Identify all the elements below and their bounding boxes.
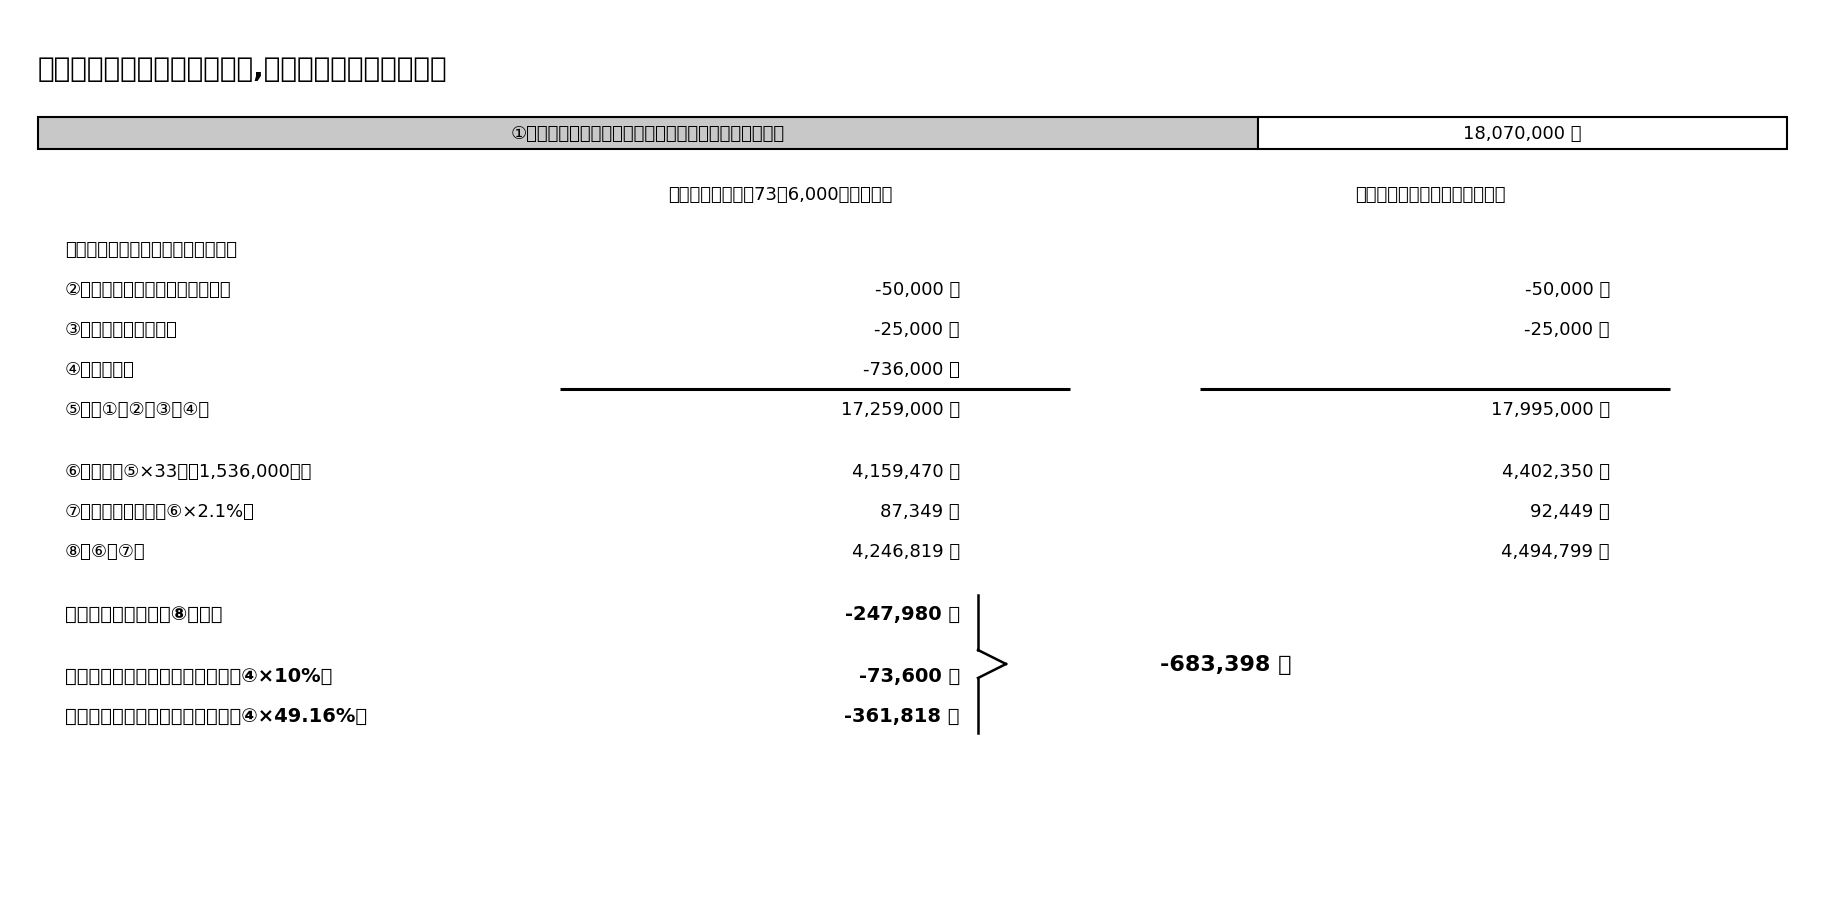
Text: ②生命保険料控除（新制度）の差: ②生命保険料控除（新制度）の差	[66, 281, 232, 299]
Text: -361,818 円: -361,818 円	[845, 706, 960, 725]
Text: 住民税からの減税（特例分）　（④×49.16%）: 住民税からの減税（特例分） （④×49.16%）	[66, 706, 367, 725]
Bar	[1257, 118, 1787, 149]
Text: 17,995,000 円: 17,995,000 円	[1491, 401, 1610, 418]
Text: ＜ふるさと納税額０円の場合＞: ＜ふるさと納税額０円の場合＞	[1354, 186, 1506, 204]
Text: ①課税総所得金額から人的控除差調整額を控除した金額: ①課税総所得金額から人的控除差調整額を控除した金額	[511, 125, 785, 143]
Text: 所得税からの減税（⑧の差）: 所得税からの減税（⑧の差）	[66, 604, 223, 623]
Text: ④寄附金控除: ④寄附金控除	[66, 361, 135, 379]
Text: 87,349 円: 87,349 円	[880, 503, 960, 520]
Text: -736,000 円: -736,000 円	[863, 361, 960, 379]
Bar	[38, 118, 1257, 149]
Text: 4,494,799 円: 4,494,799 円	[1502, 542, 1610, 560]
Text: 【所得税計算上の課税総所得金額】: 【所得税計算上の課税総所得金額】	[66, 241, 237, 259]
Text: 17,259,000 円: 17,259,000 円	[841, 401, 960, 418]
Text: ⑦復興特別所得税（⑥×2.1%）: ⑦復興特別所得税（⑥×2.1%）	[66, 503, 256, 520]
Text: -25,000 円: -25,000 円	[874, 321, 960, 339]
Text: 住民税からの減税（一般分）　（④×10%）: 住民税からの減税（一般分） （④×10%）	[66, 666, 332, 685]
Text: 92,449 円: 92,449 円	[1529, 503, 1610, 520]
Text: ⑤（＝①＋②＋③＋④）: ⑤（＝①＋②＋③＋④）	[66, 401, 210, 418]
Text: 【図表４】　自己負担額が２,０００円に収まらない例: 【図表４】 自己負担額が２,０００円に収まらない例	[38, 55, 447, 83]
Text: ③地震保険料控除の差: ③地震保険料控除の差	[66, 321, 177, 339]
Text: ⑥所得税（⑤×33％－1,536,000円）: ⑥所得税（⑤×33％－1,536,000円）	[66, 463, 312, 480]
Text: -247,980 円: -247,980 円	[845, 604, 960, 623]
Text: -73,600 円: -73,600 円	[860, 666, 960, 685]
Text: 4,402,350 円: 4,402,350 円	[1502, 463, 1610, 480]
Text: 4,159,470 円: 4,159,470 円	[852, 463, 960, 480]
Text: -25,000 円: -25,000 円	[1524, 321, 1610, 339]
Text: ⑧（⑥＋⑦）: ⑧（⑥＋⑦）	[66, 542, 146, 560]
Text: -683,398 円: -683,398 円	[1161, 654, 1292, 674]
Text: 18,070,000 円: 18,070,000 円	[1464, 125, 1582, 143]
Text: ＜ふるさと納税額73万6,000円の場合＞: ＜ふるさと納税額73万6,000円の場合＞	[668, 186, 892, 204]
Text: -50,000 円: -50,000 円	[1524, 281, 1610, 299]
Text: -50,000 円: -50,000 円	[874, 281, 960, 299]
Text: 4,246,819 円: 4,246,819 円	[852, 542, 960, 560]
